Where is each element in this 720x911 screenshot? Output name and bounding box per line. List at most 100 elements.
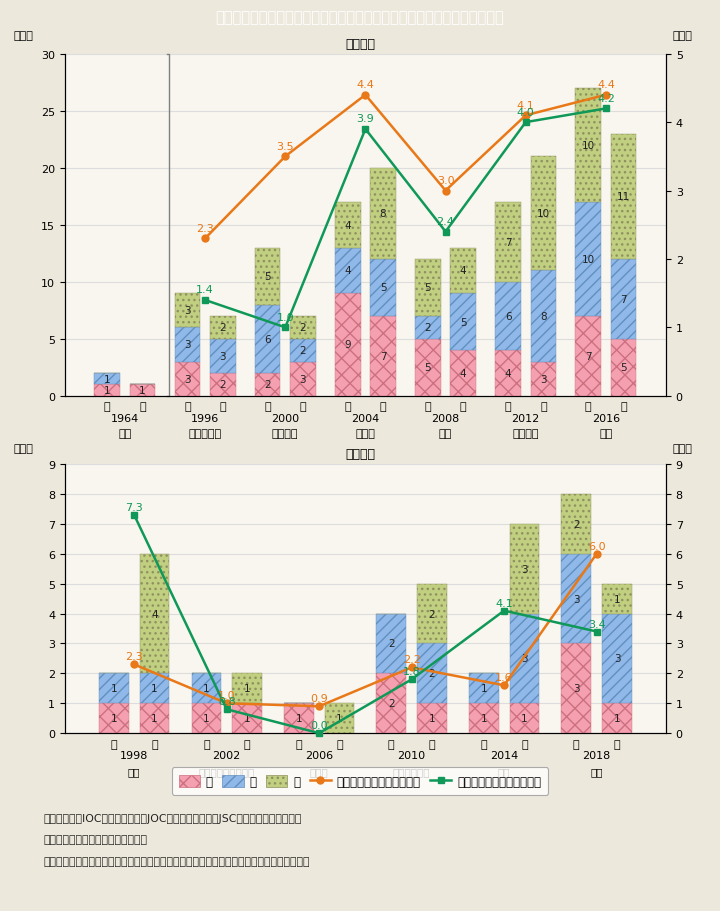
Bar: [94, 385, 120, 396]
Bar: [370, 260, 396, 317]
Text: 4: 4: [460, 369, 467, 378]
Text: 1: 1: [243, 683, 251, 693]
Text: 4.4: 4.4: [356, 80, 374, 90]
Text: 1: 1: [104, 374, 111, 384]
Text: 5: 5: [379, 283, 387, 293]
Text: 1: 1: [151, 683, 158, 693]
Bar: [451, 351, 476, 396]
Bar: [233, 673, 262, 703]
Text: 女: 女: [585, 402, 592, 412]
Text: 4.4: 4.4: [597, 80, 615, 90]
Text: （備考）１．IOCホームページ，JOCホームページ及びJSC提供データより作成。: （備考）１．IOCホームページ，JOCホームページ及びJSC提供データより作成。: [43, 813, 302, 823]
Text: 7: 7: [379, 352, 387, 362]
Bar: [255, 374, 280, 396]
Bar: [325, 703, 354, 733]
Text: 男: 男: [379, 402, 387, 412]
Text: 3.0: 3.0: [437, 176, 454, 186]
Bar: [415, 340, 441, 396]
Bar: [495, 351, 521, 396]
Text: 8: 8: [540, 312, 546, 322]
Text: 2008: 2008: [431, 414, 459, 424]
Bar: [175, 293, 200, 328]
Text: 女: 女: [388, 739, 395, 749]
Text: 6.0: 6.0: [588, 541, 606, 551]
Bar: [140, 554, 169, 673]
Text: 7: 7: [585, 352, 592, 362]
Text: 男: 男: [428, 739, 436, 749]
Text: 1: 1: [521, 713, 528, 723]
Text: ３．メダル獲得率は，日本男女各メダル獲得数を男女各メダル総数で除して算出。: ３．メダル獲得率は，日本男女各メダル獲得数を男女各メダル総数で除して算出。: [43, 856, 310, 866]
Text: 1.0: 1.0: [276, 312, 294, 322]
Text: 4: 4: [505, 369, 511, 378]
Text: 6: 6: [264, 334, 271, 344]
Text: 1: 1: [203, 683, 210, 693]
Bar: [451, 248, 476, 293]
Bar: [417, 584, 447, 644]
Bar: [192, 703, 221, 733]
Text: 4: 4: [151, 609, 158, 619]
Bar: [451, 293, 476, 351]
Text: 1.6: 1.6: [495, 672, 513, 682]
Text: 女: 女: [110, 739, 117, 749]
Text: 男: 男: [613, 739, 621, 749]
Text: 3: 3: [220, 352, 226, 362]
Text: 男: 男: [243, 739, 251, 749]
Text: 10: 10: [537, 210, 550, 219]
Bar: [495, 203, 521, 282]
Text: 女: 女: [425, 402, 431, 412]
Bar: [233, 703, 262, 733]
Text: 2: 2: [425, 323, 431, 333]
Bar: [255, 305, 280, 374]
Text: 0.8: 0.8: [217, 697, 235, 707]
Bar: [469, 703, 498, 733]
Bar: [335, 248, 361, 293]
Bar: [130, 385, 156, 396]
Bar: [531, 362, 556, 396]
Bar: [417, 644, 447, 703]
Text: 2: 2: [220, 323, 226, 333]
Bar: [370, 317, 396, 396]
Text: 1: 1: [613, 594, 621, 604]
Text: ロンドン: ロンドン: [513, 428, 539, 438]
Bar: [602, 614, 631, 703]
Bar: [531, 158, 556, 271]
Text: 4.2: 4.2: [597, 94, 615, 104]
Bar: [562, 495, 591, 554]
Bar: [611, 340, 636, 396]
Text: 男: 男: [620, 402, 627, 412]
Text: ＜夏季＞: ＜夏季＞: [345, 38, 375, 51]
Text: 1: 1: [480, 713, 487, 723]
Text: 4: 4: [344, 220, 351, 230]
Text: 3: 3: [521, 654, 528, 664]
Text: 東京: 東京: [118, 428, 132, 438]
Text: 3: 3: [613, 654, 621, 664]
Text: 3.5: 3.5: [276, 142, 294, 152]
Text: 3: 3: [573, 683, 580, 693]
Text: 2010: 2010: [397, 750, 426, 760]
Bar: [510, 525, 539, 614]
Text: 2: 2: [300, 346, 306, 355]
Text: 男: 男: [460, 402, 467, 412]
Text: 10: 10: [582, 255, 595, 264]
Text: 女: 女: [573, 739, 580, 749]
Text: 1: 1: [139, 385, 146, 395]
Text: 女: 女: [203, 739, 210, 749]
Text: アトランタ: アトランタ: [189, 428, 222, 438]
Text: 2006: 2006: [305, 750, 333, 760]
Text: 1.0: 1.0: [218, 691, 235, 701]
Text: 2014: 2014: [490, 750, 518, 760]
Text: リオ: リオ: [599, 428, 613, 438]
Bar: [140, 673, 169, 703]
Text: 1998: 1998: [120, 750, 148, 760]
Text: 2: 2: [388, 639, 395, 649]
Bar: [175, 362, 200, 396]
Bar: [495, 282, 521, 351]
Bar: [210, 317, 235, 340]
Text: 1: 1: [295, 713, 302, 723]
Bar: [370, 169, 396, 260]
Bar: [575, 88, 601, 202]
Text: 2: 2: [264, 380, 271, 390]
Text: ソチ: ソチ: [498, 766, 510, 776]
Bar: [140, 703, 169, 733]
Text: 5: 5: [620, 363, 627, 373]
